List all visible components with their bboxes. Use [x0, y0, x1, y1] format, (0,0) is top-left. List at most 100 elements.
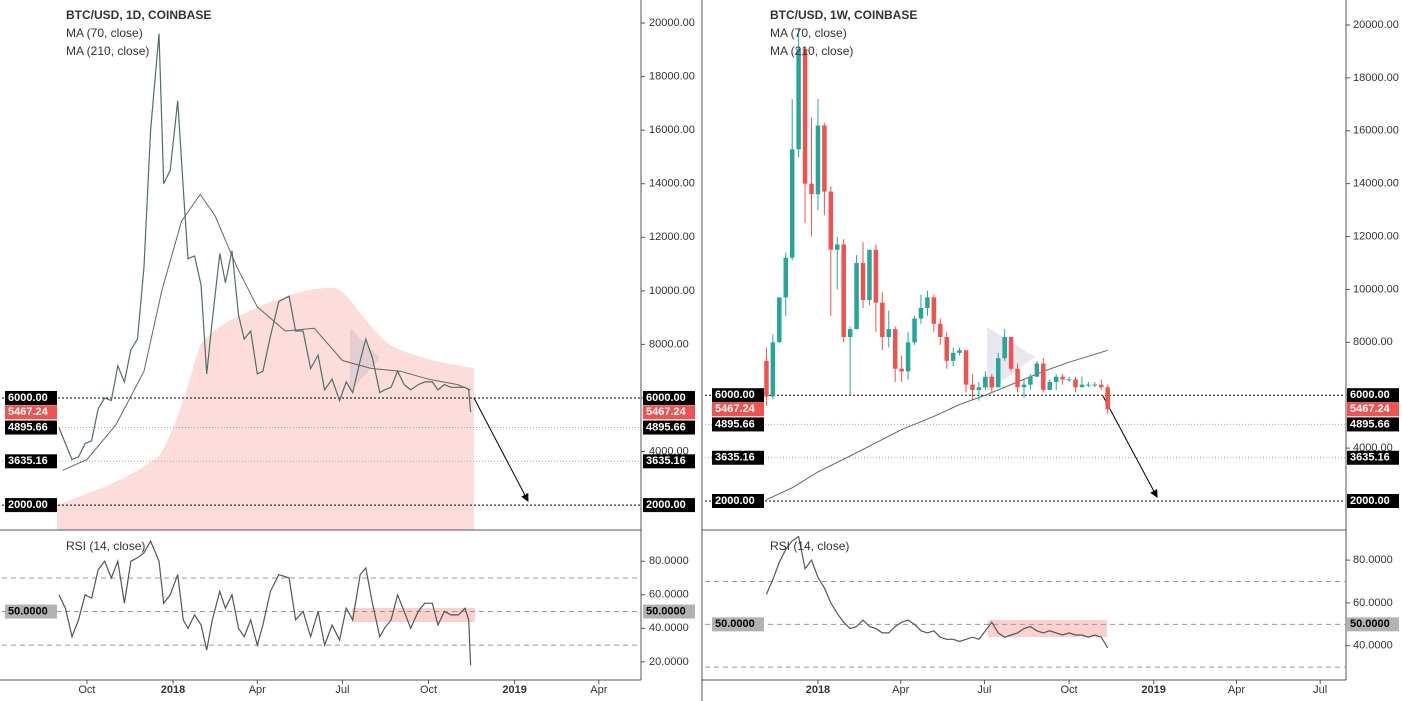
candle-body: [809, 183, 814, 195]
level-label-bg: [5, 405, 57, 420]
candle-body: [931, 297, 937, 324]
y-tick-label: 20.0000: [649, 656, 689, 668]
candle-body: [1021, 384, 1027, 388]
x-tick-label: Oct: [1060, 684, 1077, 696]
level-label-bg: [712, 417, 764, 432]
candle-body: [925, 297, 930, 308]
level-label: 50.0000: [715, 618, 755, 630]
y-tick-label: 18000.00: [649, 71, 695, 83]
x-tick-label: Jul: [1313, 684, 1327, 696]
candle-body: [847, 329, 853, 338]
arrow: [473, 397, 529, 502]
candle-body: [770, 342, 776, 397]
level-label: 3635.16: [1350, 452, 1390, 464]
candle-body: [835, 244, 840, 250]
y-tick-label: 8000.00: [1353, 336, 1393, 348]
level-label-bg: [712, 388, 764, 403]
level-label-bg: [1347, 402, 1399, 417]
candle-body: [1066, 379, 1072, 381]
level-label: 5467.24: [715, 403, 756, 415]
x-tick-label: Jul: [335, 684, 349, 696]
x-tick-label: Oct: [420, 684, 437, 696]
level-label: 5467.24: [646, 406, 687, 418]
candle-body: [944, 337, 949, 361]
level-label: 50.0000: [1350, 618, 1390, 630]
candle-body: [1086, 384, 1091, 386]
y-tick-label: 16000.00: [649, 124, 695, 136]
x-tick-label: Oct: [78, 684, 95, 696]
level-label: 4895.66: [1350, 418, 1390, 430]
y-tick-label: 80.0000: [649, 555, 689, 567]
candle-body: [1028, 376, 1033, 385]
level-label: 6000.00: [646, 392, 686, 404]
level-label-bg: [643, 420, 695, 435]
candle-body: [783, 257, 789, 298]
level-label: 2000.00: [8, 499, 48, 511]
level-label: 4895.66: [646, 421, 686, 433]
level-label-bg: [5, 454, 57, 469]
level-label: 2000.00: [1350, 495, 1390, 507]
y-tick-label: 10000.00: [649, 285, 695, 297]
level-label-bg: [1347, 388, 1399, 403]
highlight-area: [57, 287, 474, 530]
candle-body: [815, 125, 821, 195]
candle-body: [957, 350, 962, 353]
rsi-highlight: [988, 620, 1107, 637]
candle-body: [1098, 384, 1104, 388]
x-tick-label: 2019: [1141, 684, 1165, 696]
y-tick-label: 14000.00: [649, 178, 695, 190]
candle-body: [918, 307, 924, 319]
candle-body: [854, 262, 859, 330]
candle-body: [899, 368, 904, 372]
level-label-bg: [643, 454, 695, 469]
level-label: 4895.66: [715, 418, 755, 430]
candle-body: [841, 244, 846, 338]
level-label-bg: [712, 617, 764, 632]
x-tick-label: Apr: [590, 684, 607, 696]
candle-body: [905, 342, 911, 372]
y-tick-label: 14000.00: [1353, 178, 1399, 190]
candle-body: [995, 358, 1001, 388]
candle-body: [886, 329, 892, 338]
frame: [0, 0, 1347, 701]
y-tick-label: 12000.00: [1353, 230, 1399, 242]
x-tick-label: Apr: [249, 684, 266, 696]
y-tick-label: 10000.00: [1353, 283, 1399, 295]
level-label-bg: [712, 450, 764, 465]
candle-body: [1092, 384, 1098, 386]
chart-title: BTC/USD, 1D, COINBASE: [66, 8, 211, 22]
indicator-label: MA (70, close): [66, 26, 143, 40]
x-tick-label: Jul: [977, 684, 991, 696]
candle-body: [1034, 363, 1040, 377]
y-tick-label: 16000.00: [1353, 125, 1399, 137]
level-label: 6000.00: [8, 392, 48, 404]
candle-body: [828, 191, 834, 250]
candle-body: [976, 387, 982, 390]
candle-body: [860, 262, 866, 301]
candle-body: [796, 48, 801, 150]
level-label: 3635.16: [646, 455, 686, 467]
price-line: [58, 539, 472, 666]
level-label: 2000.00: [715, 495, 755, 507]
arrow: [1102, 395, 1158, 498]
candle-body: [892, 329, 898, 369]
level-label: 50.0000: [8, 605, 48, 617]
level-label: 3635.16: [8, 455, 48, 467]
candle-body: [1008, 337, 1014, 369]
level-label: 6000.00: [1350, 389, 1390, 401]
level-label-bg: [643, 604, 695, 619]
candle-body: [989, 376, 995, 388]
candle-body: [1047, 381, 1052, 390]
y-tick-label: 60.0000: [1353, 597, 1393, 609]
ma-line: [62, 193, 471, 471]
candle-body: [867, 249, 872, 301]
level-label-bg: [5, 604, 57, 619]
level-label-bg: [5, 498, 57, 513]
y-tick-label: 40.0000: [1353, 640, 1393, 652]
y-tick-label: 12000.00: [649, 231, 695, 243]
level-label-bg: [5, 420, 57, 435]
candle-body: [983, 376, 988, 388]
triangle-drawing: [350, 328, 380, 392]
indicator-label: MA (70, close): [770, 26, 847, 40]
